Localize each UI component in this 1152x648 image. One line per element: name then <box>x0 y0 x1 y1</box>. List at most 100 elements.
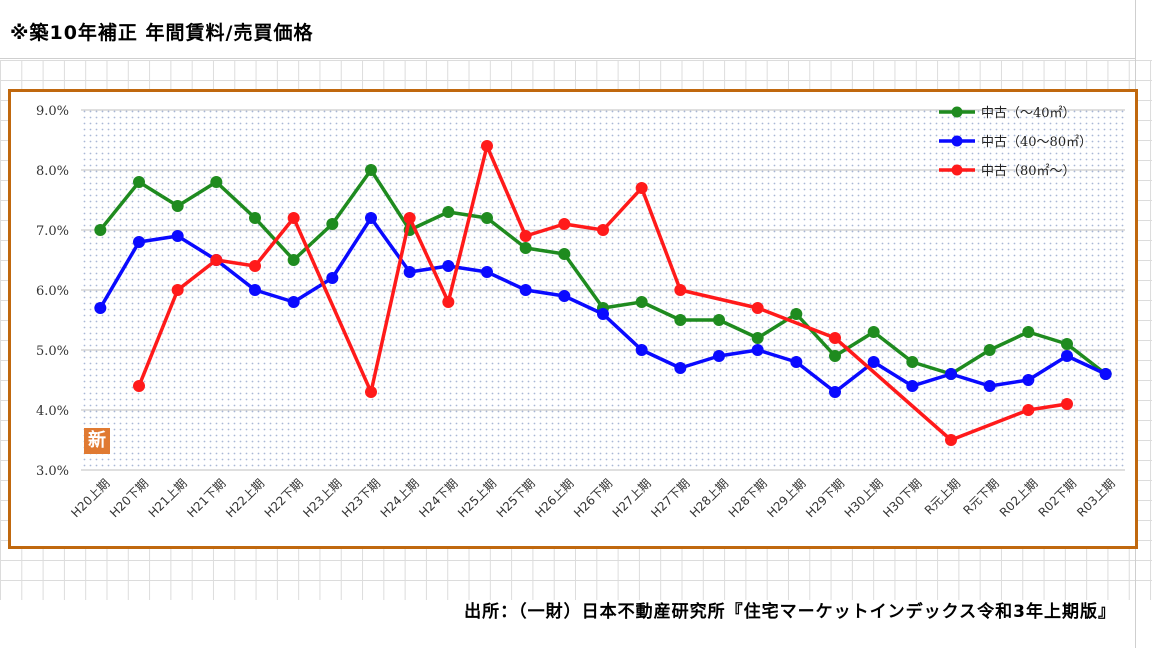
data-point <box>171 284 184 296</box>
data-point <box>983 380 996 392</box>
x-tick-label: H29上期 <box>764 476 808 520</box>
data-point <box>287 296 300 308</box>
x-tick-label: H28上期 <box>687 476 731 520</box>
x-tick-label: H28下期 <box>726 476 770 520</box>
data-point <box>133 380 145 392</box>
data-point <box>906 356 919 368</box>
data-point <box>442 260 455 272</box>
x-tick-label: H25上期 <box>455 476 499 520</box>
x-tick-label: R02上期 <box>997 476 1041 520</box>
data-point <box>442 206 455 218</box>
data-point <box>249 212 261 224</box>
data-point <box>481 266 493 278</box>
x-tick-label: H21上期 <box>146 476 190 520</box>
x-tick-label: H20上期 <box>68 476 112 520</box>
data-point <box>481 212 493 224</box>
data-point <box>867 326 880 338</box>
legend-marker <box>951 164 963 176</box>
y-tick-label: 6.0% <box>36 284 69 299</box>
x-tick-label: R03上期 <box>1074 476 1118 520</box>
data-point <box>597 224 609 236</box>
data-point <box>519 284 532 296</box>
data-point <box>558 248 571 260</box>
data-point <box>1061 338 1073 350</box>
data-point <box>94 302 107 314</box>
legend-label: 中古（80㎡～） <box>981 164 1076 179</box>
data-point <box>867 356 880 368</box>
x-tick-label: H21下期 <box>184 476 228 520</box>
x-tick-label: H22下期 <box>262 476 306 520</box>
data-point <box>597 308 609 320</box>
data-point <box>674 362 687 374</box>
y-tick-label: 5.0% <box>36 344 69 359</box>
data-point <box>751 332 764 344</box>
data-point <box>171 230 184 242</box>
legend-label: 中古（40～80㎡） <box>981 135 1092 150</box>
data-point <box>945 434 957 446</box>
data-point <box>829 386 841 398</box>
y-tick-label: 7.0% <box>36 224 69 239</box>
legend-label: 中古（～40㎡） <box>981 106 1076 121</box>
data-point <box>713 314 725 326</box>
data-point <box>442 296 455 308</box>
x-tick-label: H24上期 <box>378 476 422 520</box>
data-point <box>133 236 145 248</box>
data-point <box>983 344 996 356</box>
data-point <box>365 212 377 224</box>
data-point <box>790 356 803 368</box>
data-point <box>1022 326 1035 338</box>
data-point <box>1022 374 1035 386</box>
y-tick-label: 4.0% <box>36 404 69 419</box>
x-tick-label: H26下期 <box>571 476 615 520</box>
data-point <box>945 368 957 380</box>
page-title: ※築10年補正 年間賃料/売買価格 <box>10 22 314 44</box>
x-tick-label: R元上期 <box>922 476 963 517</box>
source-caption: 出所：（一財）日本不動産研究所『住宅マーケットインデックス令和3年上期版』 <box>464 602 1116 622</box>
data-point <box>829 332 841 344</box>
y-tick-label: 3.0% <box>36 464 69 479</box>
x-tick-label: H22上期 <box>223 476 267 520</box>
data-point <box>674 314 687 326</box>
data-point <box>481 140 493 152</box>
header-divider <box>0 58 1135 59</box>
data-point <box>713 350 725 362</box>
data-point <box>210 176 223 188</box>
x-tick-label: H30下期 <box>880 476 924 520</box>
data-point <box>287 212 300 224</box>
data-point <box>403 266 416 278</box>
x-tick-label: H23上期 <box>300 476 344 520</box>
data-point <box>326 272 339 284</box>
data-point <box>1061 398 1073 410</box>
data-point <box>210 254 223 266</box>
data-point <box>674 284 687 296</box>
data-point <box>249 260 261 272</box>
line-chart: 3.0%4.0%5.0%6.0%7.0%8.0%9.0%H20上期H20下期H2… <box>36 104 1125 520</box>
x-tick-label: H25下期 <box>494 476 538 520</box>
data-point <box>94 224 107 236</box>
y-tick-label: 8.0% <box>36 164 69 179</box>
data-point <box>635 182 648 194</box>
data-point <box>133 176 145 188</box>
new-badge: 新 <box>84 428 110 454</box>
data-point <box>751 344 764 356</box>
x-tick-label: R元下期 <box>961 476 1002 517</box>
data-point <box>906 380 919 392</box>
y-tick-label: 9.0% <box>36 104 69 119</box>
data-point <box>558 290 571 302</box>
data-point <box>171 200 184 212</box>
x-tick-label: H27下期 <box>648 476 692 520</box>
data-point <box>1022 404 1035 416</box>
data-point <box>790 308 803 320</box>
x-tick-label: R02下期 <box>1036 476 1080 520</box>
data-point <box>1099 368 1112 380</box>
data-point <box>1061 350 1073 362</box>
x-tick-label: H20下期 <box>107 476 151 520</box>
x-tick-label: H27上期 <box>610 476 654 520</box>
data-point <box>829 350 841 362</box>
data-point <box>403 212 416 224</box>
data-point <box>519 230 532 242</box>
legend-marker <box>951 135 963 147</box>
data-point <box>558 218 571 230</box>
data-point <box>365 386 377 398</box>
data-point <box>287 254 300 266</box>
